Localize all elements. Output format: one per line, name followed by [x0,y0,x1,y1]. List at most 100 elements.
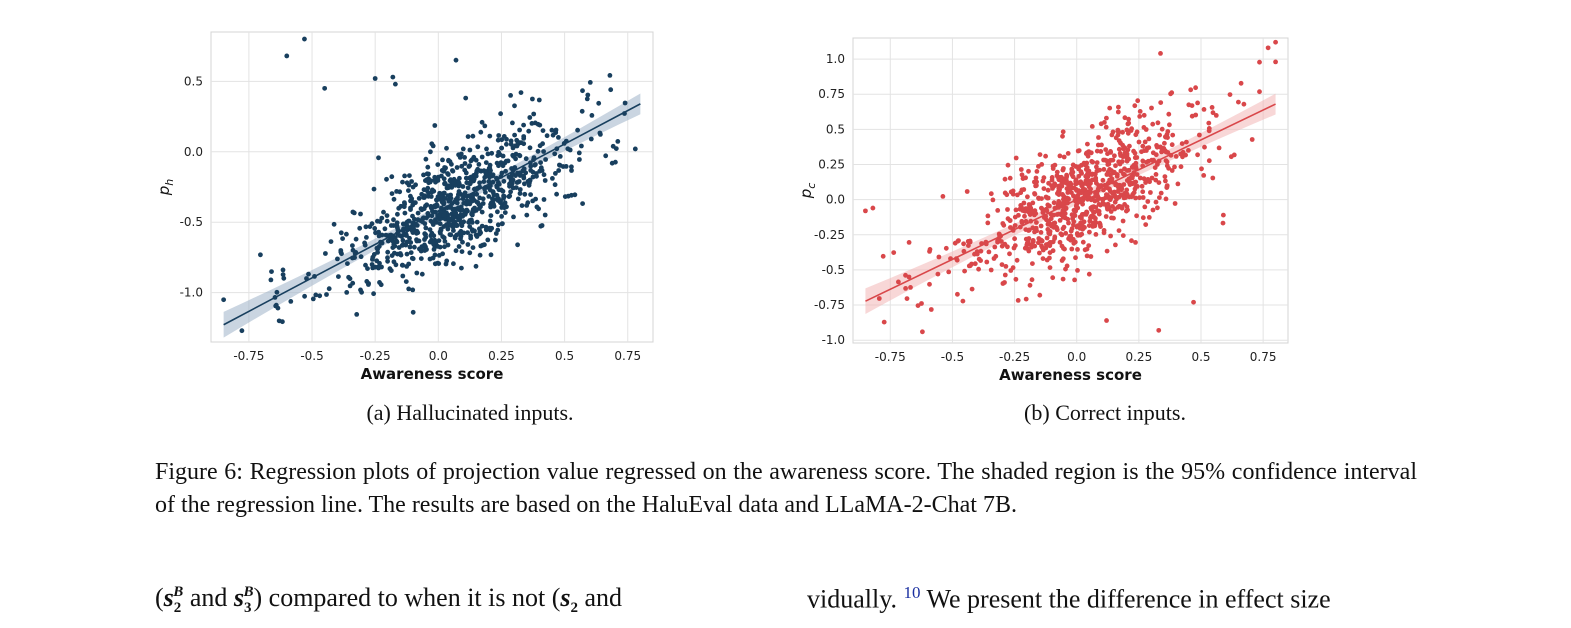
data-point [379,215,385,221]
data-point [456,180,462,186]
data-point [456,192,461,198]
data-point [1022,213,1027,219]
data-point [487,218,493,224]
data-point [506,194,512,200]
data-point [424,187,429,193]
data-point [1005,244,1010,250]
data-point [421,172,426,178]
x-tick-label: 0.25 [488,349,515,363]
data-point [978,248,984,254]
data-point [1220,220,1226,226]
data-point [1027,282,1033,288]
data-point [310,296,316,302]
data-point [479,209,485,215]
data-point [1236,99,1241,105]
data-point [991,256,997,261]
data-point [483,227,489,233]
data-point [440,234,446,240]
data-point [402,210,408,216]
data-point [432,123,438,128]
data-point [1136,139,1142,145]
y-tick-label: -1.0 [180,286,203,300]
data-point [1030,261,1035,266]
footnote-link[interactable]: 10 [903,583,921,602]
data-point [1047,255,1052,261]
data-point [521,141,527,147]
data-point [1170,132,1176,138]
data-point [1150,121,1156,127]
data-point [986,249,992,255]
data-point [1137,109,1143,114]
data-point [447,159,453,165]
data-point [1002,176,1008,182]
data-point [1061,180,1067,185]
data-point [1044,235,1050,241]
data-point [512,132,517,138]
data-point [436,238,442,244]
data-point [428,194,434,199]
data-point [585,92,591,98]
data-point [404,264,410,269]
data-point [1051,200,1057,206]
data-point [1107,188,1113,194]
data-point [1045,195,1050,201]
data-point [499,137,505,143]
data-point [407,244,413,250]
data-point [534,204,540,210]
data-point [541,197,547,202]
data-point [1140,143,1146,149]
data-point [1125,207,1130,213]
data-point [1071,185,1077,191]
data-point [608,87,614,93]
data-point [533,162,538,167]
data-point [1084,210,1090,215]
data-point [1028,242,1034,248]
data-point [1089,207,1094,213]
data-point [477,180,482,186]
data-point [1075,268,1080,273]
data-point [1129,164,1135,170]
data-point [906,240,912,245]
data-point [490,172,496,178]
data-point [473,263,479,269]
data-point [1007,175,1013,181]
data-point [540,128,546,133]
data-point [580,201,585,207]
data-point [1071,240,1077,246]
data-point [1014,257,1020,263]
data-point [1026,168,1031,174]
data-point [1120,233,1126,239]
data-point [432,203,438,209]
data-point [460,146,466,152]
data-point [1086,172,1092,178]
data-point [1034,220,1039,225]
data-point [441,200,447,206]
data-point [515,196,521,202]
data-point [1070,174,1076,180]
data-point [1173,154,1179,159]
x-tick-label: 0.25 [1125,350,1152,364]
data-point [1104,115,1109,121]
data-point [1238,80,1244,86]
data-point [1157,195,1162,201]
data-point [995,208,1001,213]
data-point [1060,192,1065,197]
outlier-point [863,208,868,214]
data-point [1156,180,1162,186]
data-point [1073,203,1079,209]
data-point [542,212,548,218]
data-point [524,212,530,218]
data-point [527,115,533,120]
data-point [1183,152,1188,158]
data-point [450,215,456,221]
data-point [1071,222,1076,228]
data-point [445,172,451,177]
data-point [434,197,440,203]
data-point [999,262,1005,267]
data-point [1184,139,1189,145]
data-point [412,216,417,222]
data-point [328,239,334,245]
data-point [552,151,558,157]
data-point [1047,250,1053,256]
data-point [490,196,495,202]
